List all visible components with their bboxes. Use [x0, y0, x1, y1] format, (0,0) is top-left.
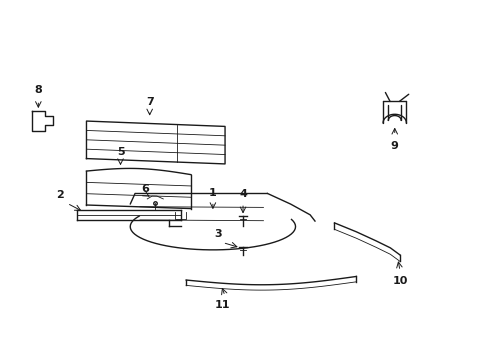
Text: 4: 4: [239, 189, 246, 199]
Text: 2: 2: [56, 190, 63, 200]
Text: 11: 11: [214, 300, 230, 310]
Text: 9: 9: [390, 141, 398, 151]
Text: 10: 10: [391, 276, 407, 286]
Text: 8: 8: [34, 85, 42, 95]
Text: 5: 5: [117, 147, 124, 157]
Text: 7: 7: [145, 97, 153, 107]
Text: 1: 1: [208, 188, 216, 198]
Text: 3: 3: [214, 229, 221, 239]
Text: 6: 6: [141, 184, 148, 194]
